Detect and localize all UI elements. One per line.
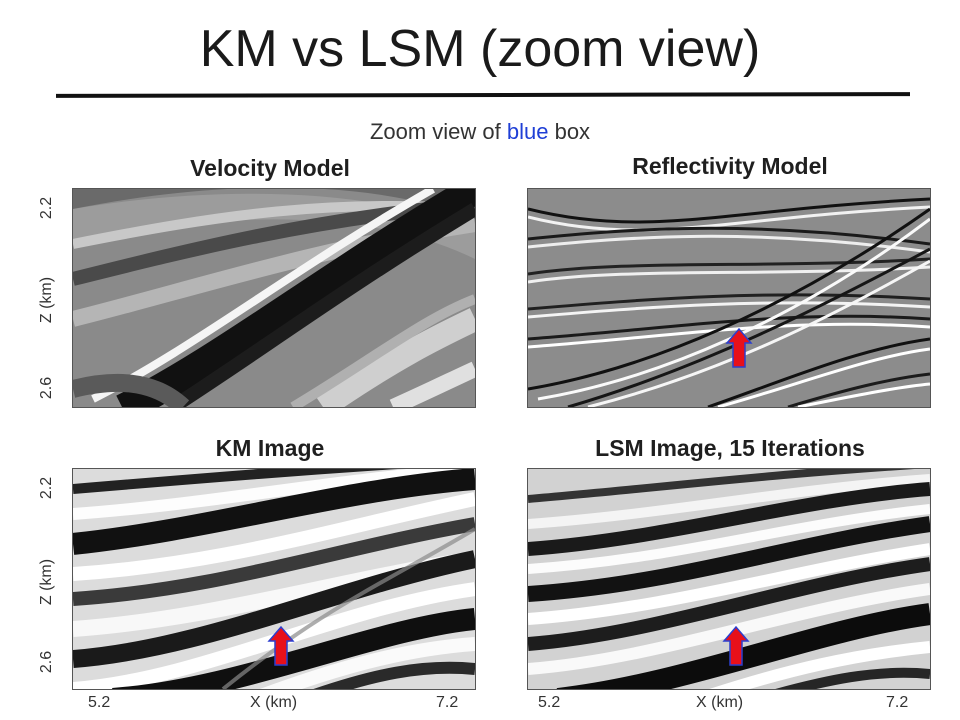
z-axis-top-tick-label-lower: 2.2 xyxy=(38,476,55,500)
km-image xyxy=(73,469,475,689)
lsm-image xyxy=(528,469,930,689)
reflectivity-model-title: Reflectivity Model xyxy=(632,153,828,179)
z-axis-label-upper: Z (km) xyxy=(38,276,55,324)
reflectivity-arrow-icon xyxy=(725,327,753,368)
subtitle-prefix: Zoom view of xyxy=(369,119,507,144)
velocity-model-panel xyxy=(72,188,476,408)
x-axis-label-left-panel: X (km) xyxy=(250,694,298,711)
reflectivity-model-image xyxy=(528,189,930,407)
x-axis-left-tick-label-left-panel: 5.2 xyxy=(88,694,111,711)
km-image-panel xyxy=(72,468,476,690)
z-axis-bottom-tick-label-upper: 2.6 xyxy=(38,376,55,400)
reflectivity-model-panel xyxy=(527,188,931,408)
subtitle-highlight: blue xyxy=(506,119,549,144)
subtitle-suffix: box xyxy=(548,119,591,144)
slide-subtitle: Zoom view of blue box xyxy=(0,118,960,146)
x-axis-left-tick-label-right-panel: 5.2 xyxy=(538,694,561,711)
lsm-image-panel xyxy=(527,468,931,690)
slide-title: KM vs LSM (zoom view) xyxy=(199,20,761,78)
title-underline xyxy=(55,92,911,98)
x-axis-label-right-panel: X (km) xyxy=(696,694,744,711)
x-axis-right-tick-label-left-panel: 7.2 xyxy=(436,694,459,711)
velocity-model-title: Velocity Model xyxy=(190,155,350,181)
km-image-title: KM Image xyxy=(215,435,325,461)
z-axis-top-tick-label-upper: 2.2 xyxy=(38,196,55,220)
x-axis-right-tick-label-right-panel: 7.2 xyxy=(886,694,909,711)
velocity-model-image xyxy=(73,189,475,407)
lsm-image-title: LSM Image, 15 Iterations xyxy=(595,435,865,461)
km-arrow-icon xyxy=(267,625,295,666)
z-axis-bottom-tick-label-lower: 2.6 xyxy=(38,650,55,674)
z-axis-label-lower: Z (km) xyxy=(38,558,55,606)
lsm-arrow-icon xyxy=(722,625,750,666)
